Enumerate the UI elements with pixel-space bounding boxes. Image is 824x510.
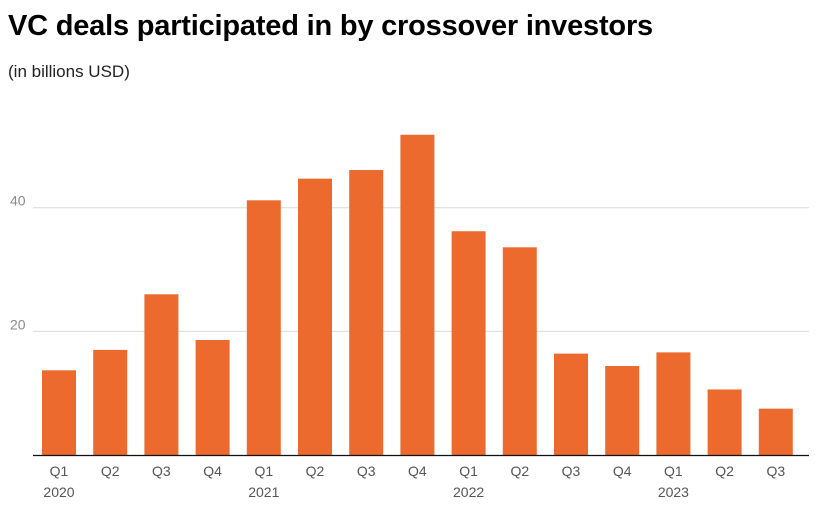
bar [656, 352, 691, 455]
x-tick-label: Q4 [408, 463, 427, 479]
bar [349, 170, 384, 455]
x-tick-label: Q1 [664, 463, 683, 479]
x-year-label: 2021 [248, 484, 279, 500]
x-tick-label: Q3 [357, 463, 376, 479]
x-tick-label: Q4 [203, 463, 222, 479]
bar [758, 408, 793, 455]
bar [246, 200, 281, 455]
x-tick-label: Q1 [254, 463, 273, 479]
bar [42, 370, 76, 455]
x-year-label: 2022 [453, 484, 484, 500]
bar [195, 340, 230, 455]
x-tick-label: Q3 [152, 463, 171, 479]
x-tick-label: Q3 [562, 463, 581, 479]
x-tick-label: Q1 [459, 463, 478, 479]
bar [451, 231, 486, 455]
bar [502, 247, 537, 455]
x-tick-label: Q2 [306, 463, 325, 479]
x-tick-label: Q3 [766, 463, 785, 479]
x-year-label: 2020 [43, 484, 74, 500]
bar [605, 365, 640, 455]
bar [298, 178, 332, 455]
y-tick-label: 20 [10, 316, 26, 332]
bar [93, 349, 128, 455]
x-tick-label: Q2 [510, 463, 529, 479]
x-year-label: 2023 [658, 484, 689, 500]
x-tick-label: Q1 [50, 463, 69, 479]
chart-title: VC deals participated in by crossover in… [8, 10, 653, 42]
x-tick-label: Q2 [101, 463, 120, 479]
bar [554, 353, 588, 455]
y-tick-label: 40 [10, 193, 26, 209]
bar [400, 134, 435, 456]
x-tick-label: Q2 [715, 463, 734, 479]
chart-subtitle: (in billions USD) [8, 62, 130, 81]
bar [144, 294, 179, 455]
x-tick-label: Q4 [613, 463, 632, 479]
bar [707, 389, 742, 455]
